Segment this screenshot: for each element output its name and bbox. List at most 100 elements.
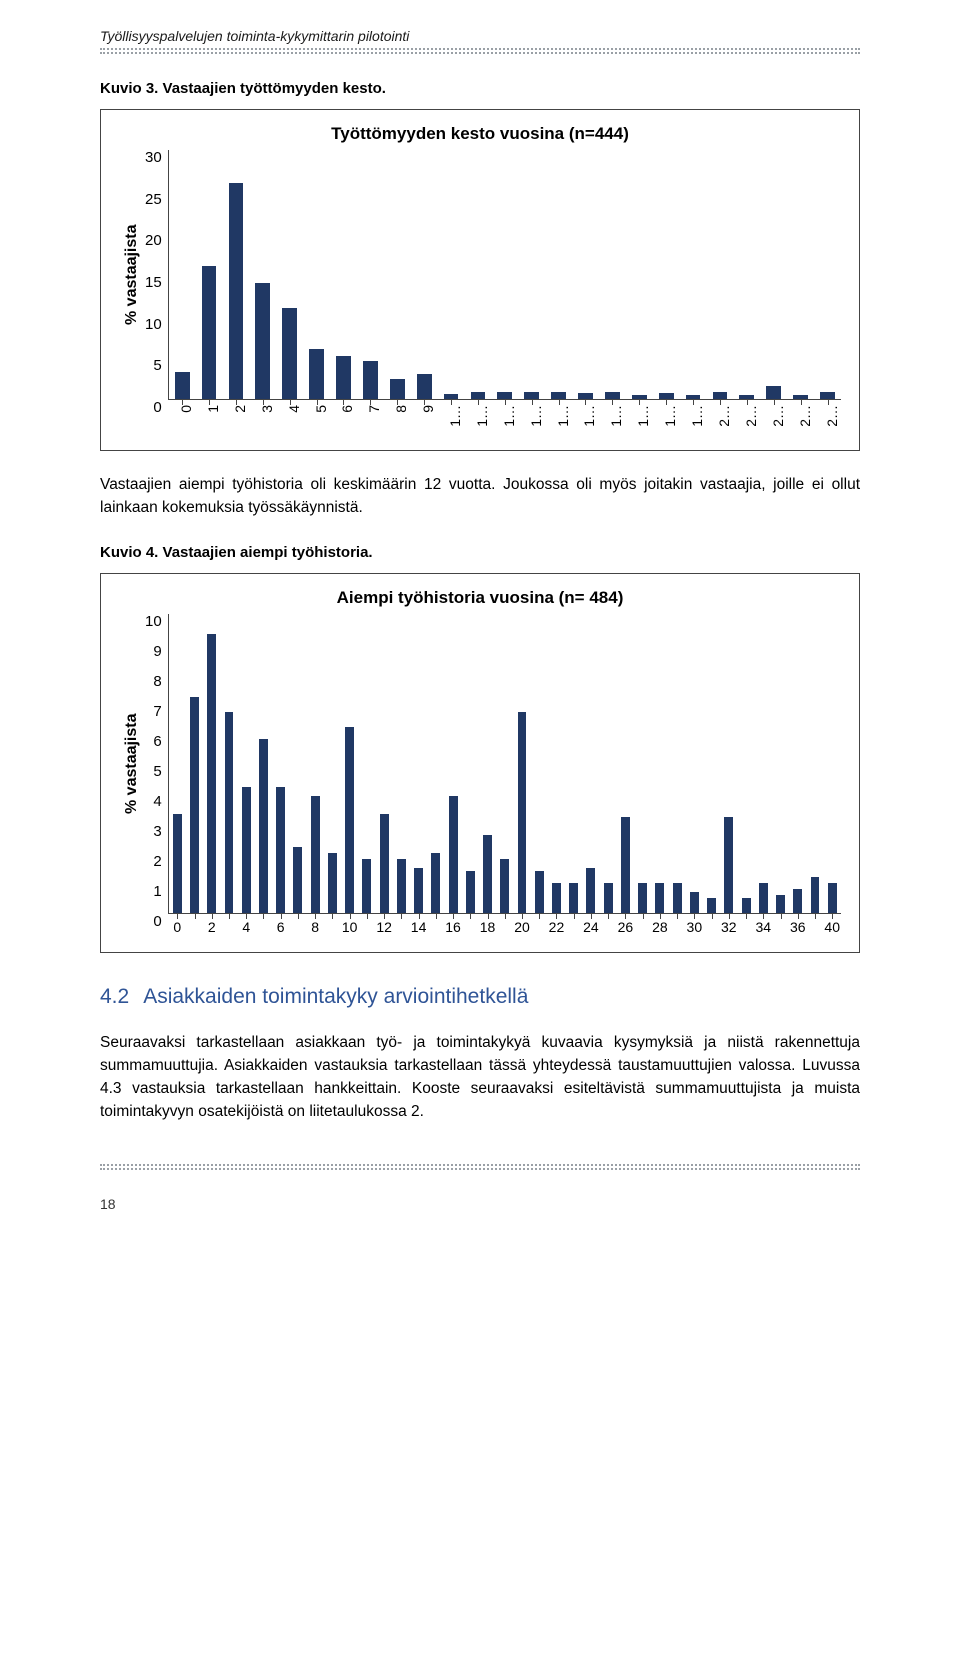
- bar: [336, 356, 351, 399]
- xtick-label: 2…: [824, 405, 840, 427]
- xtick-slot: 2…: [814, 399, 841, 427]
- xtick-mark: [229, 913, 230, 919]
- bar-slot: [626, 150, 653, 399]
- xtick-label: 1…: [501, 405, 517, 427]
- xtick-slot: [668, 913, 685, 941]
- bar: [713, 392, 728, 399]
- bar-slot: [548, 614, 565, 913]
- bar-slot: [249, 150, 276, 399]
- bar: [497, 392, 512, 399]
- xtick-label: 0: [173, 919, 181, 935]
- xtick-label: 22: [549, 919, 565, 935]
- bar-slot: [582, 614, 599, 913]
- xtick-label: 1…: [528, 405, 544, 427]
- bar: [524, 392, 539, 399]
- bar-slot: [772, 614, 789, 913]
- bar-slot: [496, 614, 513, 913]
- bar: [586, 868, 595, 913]
- header-rule: [100, 48, 860, 54]
- bar-slot: [384, 150, 411, 399]
- xtick-label: 6: [277, 919, 285, 935]
- bar: [207, 634, 216, 912]
- xtick-slot: 2: [203, 913, 220, 941]
- xtick-slot: [703, 913, 720, 941]
- xtick-label: 36: [790, 919, 806, 935]
- bar-slot: [707, 150, 734, 399]
- xtick-label: 3: [259, 405, 275, 413]
- xtick-label: 18: [480, 919, 496, 935]
- xtick-mark: [263, 913, 264, 919]
- bar: [518, 712, 527, 912]
- bar: [202, 266, 217, 399]
- bar: [173, 814, 182, 913]
- chart1-ylabel: % vastaajista: [119, 150, 145, 400]
- bar: [828, 883, 837, 913]
- bar: [417, 374, 432, 399]
- xtick-label: 2: [232, 405, 248, 413]
- bar-slot: [686, 614, 703, 913]
- bar: [414, 868, 423, 913]
- xtick-slot: 2…: [733, 399, 760, 427]
- xtick-mark: [608, 913, 609, 919]
- chart-unemployment-duration: Työttömyyden kesto vuosina (n=444) % vas…: [100, 109, 860, 451]
- xtick-slot: 40: [824, 913, 841, 941]
- bar: [776, 895, 785, 913]
- bar-slot: [787, 150, 814, 399]
- bar-slot: [464, 150, 491, 399]
- xtick-slot: 24: [582, 913, 599, 941]
- bar-slot: [276, 150, 303, 399]
- bar-slot: [518, 150, 545, 399]
- xtick-label: 20: [514, 919, 530, 935]
- chart1-yaxis: 302520151050: [145, 150, 168, 400]
- bar-slot: [222, 150, 249, 399]
- bar: [793, 889, 802, 913]
- chart2-title: Aiempi työhistoria vuosina (n= 484): [119, 588, 841, 608]
- xtick-slot: [531, 913, 548, 941]
- bar: [621, 817, 630, 913]
- xtick-slot: 10: [341, 913, 358, 941]
- xtick-slot: [358, 913, 375, 941]
- bar: [276, 787, 285, 913]
- bar: [309, 349, 324, 399]
- bar-slot: [427, 614, 444, 913]
- chart2-xticks: 02468101214161820222426283032343640: [169, 913, 841, 941]
- xtick-slot: 8: [384, 399, 411, 427]
- xtick-label: 32: [721, 919, 737, 935]
- bar-slot: [220, 614, 237, 913]
- bar-slot: [289, 614, 306, 913]
- running-header: Työllisyyspalvelujen toiminta-kykymittar…: [100, 28, 860, 44]
- xtick-slot: 20: [513, 913, 530, 941]
- bar: [500, 859, 509, 913]
- xtick-slot: 12: [376, 913, 393, 941]
- xtick-slot: 4: [276, 399, 303, 427]
- xtick-mark: [436, 913, 437, 919]
- xtick-mark: [574, 913, 575, 919]
- xtick-slot: 6: [272, 913, 289, 941]
- bar: [759, 883, 768, 913]
- chart1-title: Työttömyyden kesto vuosina (n=444): [119, 124, 841, 144]
- xtick-label: 6: [339, 405, 355, 413]
- bar-slot: [324, 614, 341, 913]
- bar-slot: [513, 614, 530, 913]
- chart1-plot: 01234567891…1…1…1…1…1…1…1…1…1…2…2…2…2…2…: [168, 150, 841, 400]
- xtick-slot: 6: [330, 399, 357, 427]
- xtick-label: 12: [376, 919, 392, 935]
- bar: [255, 283, 270, 399]
- xtick-label: 8: [311, 919, 319, 935]
- bar-slot: [410, 614, 427, 913]
- xtick-label: 10: [342, 919, 358, 935]
- xtick-slot: [634, 913, 651, 941]
- xtick-slot: 1…: [680, 399, 707, 427]
- xtick-mark: [746, 913, 747, 919]
- bar-slot: [653, 150, 680, 399]
- bar-slot: [479, 614, 496, 913]
- bar: [707, 898, 716, 913]
- bar: [724, 817, 733, 913]
- xtick-mark: [815, 913, 816, 919]
- xtick-slot: 1…: [438, 399, 465, 427]
- xtick-slot: [600, 913, 617, 941]
- xtick-slot: [565, 913, 582, 941]
- chart1-xticks: 01234567891…1…1…1…1…1…1…1…1…1…2…2…2…2…2…: [169, 399, 841, 439]
- bar-slot: [737, 614, 754, 913]
- chart2-ylabel: % vastaajista: [119, 614, 145, 914]
